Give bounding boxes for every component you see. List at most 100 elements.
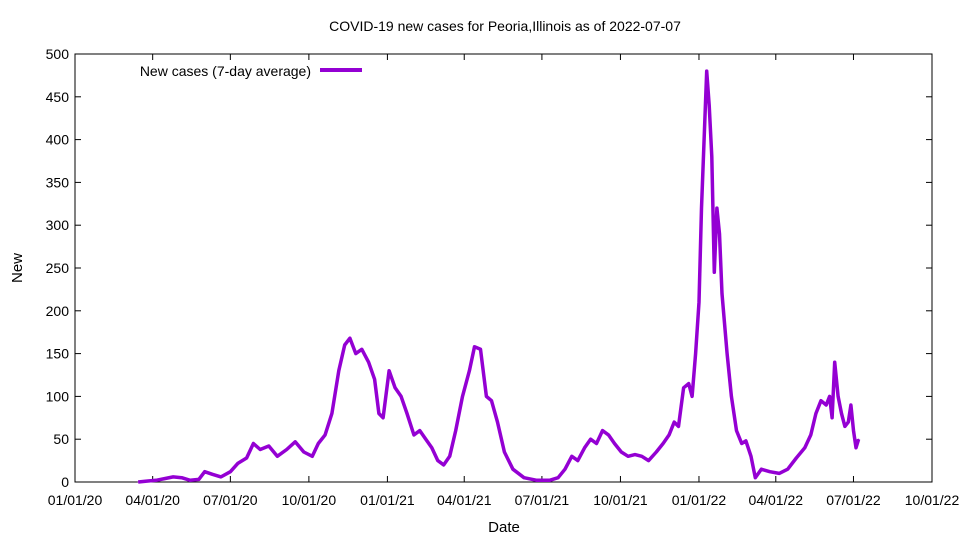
data-point [490, 400, 493, 402]
data-point [394, 387, 396, 389]
x-tick-label: 10/01/22 [905, 492, 960, 508]
data-point [698, 301, 700, 303]
data-point [620, 451, 622, 453]
y-tick-label: 0 [61, 474, 69, 490]
data-point [825, 404, 827, 406]
data-point [146, 480, 148, 482]
data-point [172, 476, 174, 478]
data-point [713, 271, 715, 273]
data-point [745, 440, 747, 442]
data-point [613, 442, 616, 445]
data-point [181, 477, 183, 479]
data-point [590, 438, 592, 440]
x-axis: 01/01/20 04/01/20 07/01/20 10/01/20 01/01/21… [48, 54, 960, 508]
data-point [331, 412, 333, 415]
data-point [485, 395, 487, 397]
data-point [855, 447, 857, 449]
x-tick-label: 01/01/22 [672, 492, 727, 508]
data-point [815, 412, 817, 415]
data-point [577, 460, 579, 462]
data-point [413, 434, 415, 436]
data-point [726, 353, 728, 355]
data-point [750, 455, 752, 457]
data-point [571, 455, 573, 457]
y-tick-label: 200 [46, 303, 70, 319]
data-point [303, 451, 305, 453]
data-point [787, 468, 789, 470]
data-point [164, 478, 166, 480]
data-point [473, 346, 476, 348]
y-tick-label: 400 [46, 132, 70, 148]
data-point [388, 370, 390, 372]
data-point [374, 378, 376, 380]
data-point [840, 412, 843, 415]
x-axis-label: Date [488, 519, 520, 536]
data-point [844, 425, 846, 427]
data-point [834, 361, 836, 363]
data-point [754, 477, 756, 479]
x-tick-label: 04/01/22 [749, 492, 804, 508]
data-point [204, 471, 206, 473]
data-point [703, 139, 705, 141]
x-tick-label: 07/01/22 [826, 492, 881, 508]
data-point [721, 293, 723, 295]
data-point [810, 434, 812, 436]
data-point [634, 454, 636, 456]
y-tick-label: 500 [46, 46, 70, 62]
data-point [368, 361, 370, 363]
data-point [382, 417, 384, 419]
data-point [847, 421, 849, 423]
data-point [311, 455, 313, 457]
data-point [237, 462, 239, 464]
data-point [437, 460, 439, 462]
data-point [512, 468, 514, 470]
legend: New cases (7-day average) [140, 63, 362, 79]
data-point [229, 471, 231, 473]
data-point [400, 395, 402, 397]
data-point [858, 438, 860, 440]
data-point [837, 395, 839, 397]
data-point [683, 387, 685, 389]
data-point [252, 442, 254, 445]
data-point [706, 70, 708, 72]
data-point [677, 425, 680, 427]
data-point [419, 430, 421, 432]
data-point [276, 455, 278, 457]
x-tick-label: 07/01/21 [515, 492, 570, 508]
data-point [355, 353, 357, 355]
data-point [641, 455, 643, 457]
data-point [549, 479, 551, 481]
data-point [198, 478, 200, 480]
plot-border [74, 53, 933, 483]
data-point [294, 441, 296, 443]
y-axis-label: New [9, 253, 26, 283]
y-tick-label: 300 [46, 217, 70, 233]
data-point [378, 412, 380, 415]
data-point [220, 476, 222, 478]
data-point [449, 455, 451, 457]
data-point [286, 448, 288, 451]
data-point [716, 207, 718, 209]
data-point [735, 430, 738, 432]
y-axis: 0 50 100 150 200 250 300 350 400 450 500 [46, 46, 932, 490]
series-layer [137, 69, 861, 484]
data-point [668, 434, 670, 436]
data-point [662, 442, 664, 445]
x-tick-label: 10/01/20 [282, 492, 337, 508]
data-point [831, 417, 833, 419]
data-point [769, 471, 771, 473]
data-point [711, 156, 713, 158]
y-tick-label: 350 [46, 174, 70, 190]
data-point [718, 233, 721, 235]
data-point [268, 445, 270, 447]
y-tick-label: 450 [46, 89, 70, 105]
data-point [503, 451, 505, 453]
x-tick-label: 04/01/20 [125, 492, 180, 508]
x-tick-label: 10/01/21 [593, 492, 648, 508]
data-point [338, 370, 340, 372]
data-point [455, 430, 457, 432]
data-point [795, 457, 797, 459]
data-point [820, 400, 822, 402]
data-point [317, 442, 319, 445]
